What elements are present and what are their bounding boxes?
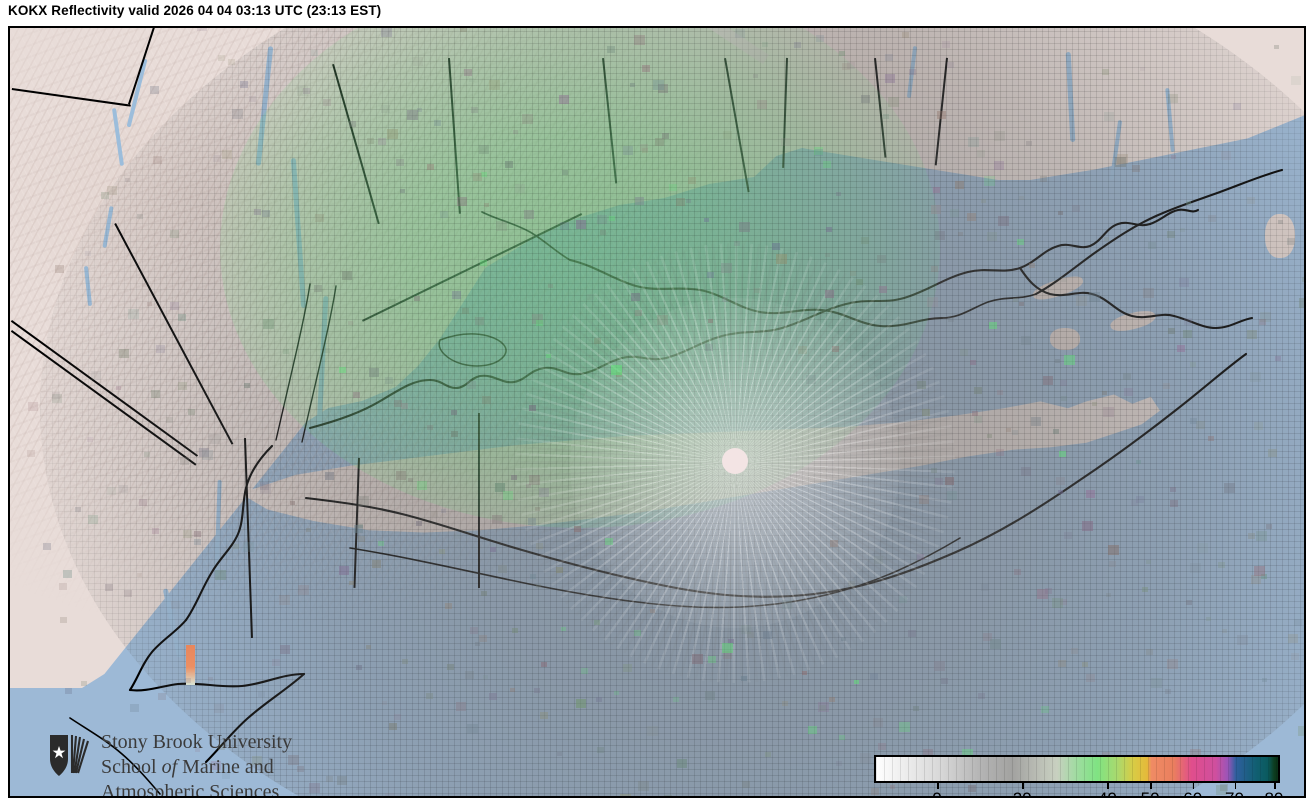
colorbar-tick-label: 40 (1098, 789, 1117, 796)
colorbar-tick (1192, 783, 1195, 789)
map-frame[interactable]: 0204050607080 Stony Brook Univer (8, 26, 1306, 798)
colorbar-tick (936, 783, 939, 789)
colorbar-swatch (874, 755, 1280, 783)
reflectivity-colorbar: 0 20 40 50 60 70 80 (874, 755, 1294, 796)
map-canvas[interactable]: 0204050607080 Stony Brook Univer (10, 28, 1304, 796)
island-shelter (1050, 328, 1080, 350)
colorbar-tick (1273, 783, 1276, 789)
colorbar-tick-label: 80 (1264, 789, 1283, 796)
colorbar-tick-label: 70 (1225, 789, 1244, 796)
page-title: KOKX Reflectivity valid 2026 04 04 03:13… (8, 3, 382, 18)
colorbar-discrete-bands (876, 757, 1278, 781)
colorbar-tick-label: 20 (1013, 789, 1032, 796)
colorbar-tick-label: 60 (1183, 789, 1202, 796)
colorbar-tick-label: 0 (932, 789, 941, 796)
colorbar-tick (1107, 783, 1110, 789)
island-block (1265, 214, 1295, 258)
colorbar-gradient (876, 757, 1278, 781)
colorbar-tick-label: 50 (1141, 789, 1160, 796)
colorbar-tick (1234, 783, 1237, 789)
political-border (478, 413, 480, 588)
colorbar-tick (1150, 783, 1152, 789)
colorbar-tick (1022, 783, 1024, 789)
